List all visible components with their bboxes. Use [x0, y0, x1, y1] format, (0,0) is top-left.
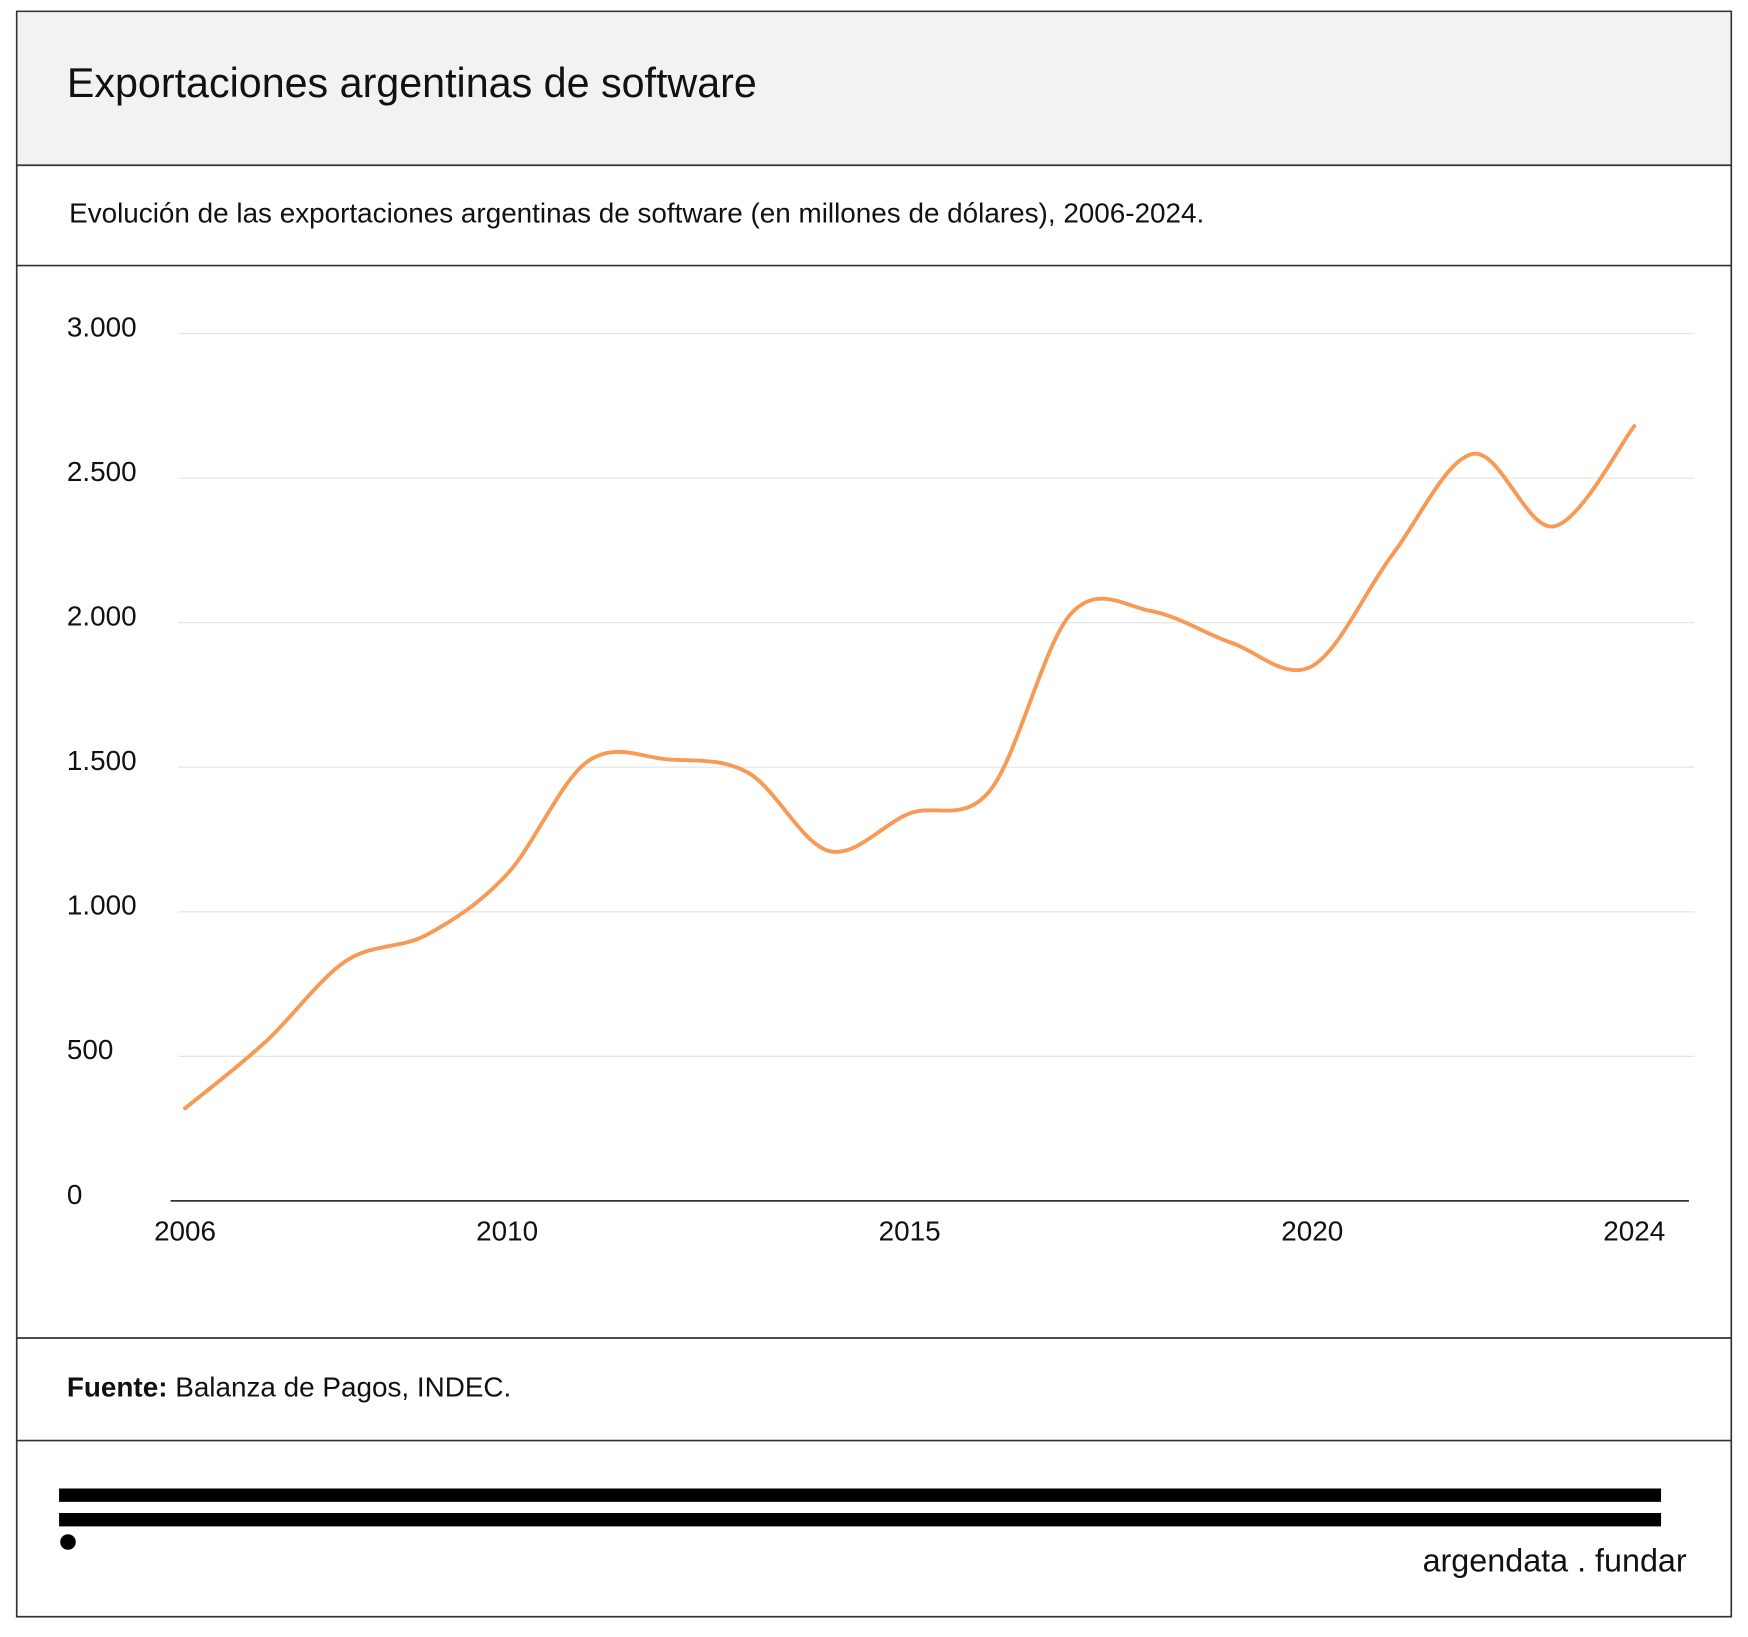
frame: [15, 10, 1733, 1618]
y-tick-label: 1.000: [67, 890, 137, 921]
title-band: [17, 12, 1731, 165]
brand: argendata . fundar: [1423, 1543, 1687, 1579]
brand-bar: [59, 1488, 1662, 1502]
chart-title: Exportaciones argentinas de software: [67, 60, 757, 106]
x-tick-label: 2015: [879, 1216, 941, 1247]
y-tick-label: 0: [67, 1179, 83, 1210]
x-tick-label: 2010: [476, 1216, 538, 1247]
source-text: Balanza de Pagos, INDEC.: [175, 1372, 511, 1403]
brand-dot: [60, 1534, 76, 1550]
y-tick-label: 3.000: [67, 311, 137, 342]
line: [183, 424, 1637, 1111]
y-tick-label: 1.500: [67, 745, 137, 776]
x-tick-label: 2024: [1603, 1216, 1665, 1247]
x-tick-label: 2020: [1281, 1216, 1343, 1247]
x-tick-label: 2006: [154, 1216, 216, 1247]
y-tick-label: 2.500: [67, 456, 137, 487]
y-tick-label: 500: [67, 1034, 113, 1065]
source: Fuente: Balanza de Pagos, INDEC.: [67, 1372, 511, 1403]
y-tick-label: 2.000: [67, 601, 137, 632]
source-label: Fuente:: [67, 1372, 168, 1403]
brand-bar: [59, 1513, 1662, 1527]
chart-subtitle: Evolución de las exportaciones argentina…: [69, 198, 1204, 229]
